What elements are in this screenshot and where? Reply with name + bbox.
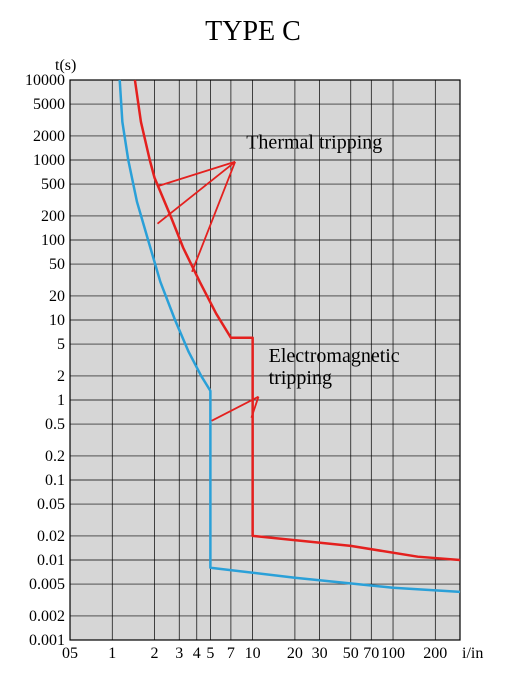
y-tick-label: 50 — [49, 256, 65, 273]
x-tick-label: 4 — [193, 645, 201, 662]
x-tick-label: 10 — [245, 645, 261, 662]
y-tick-label: 0.05 — [37, 496, 65, 513]
y-tick-label: 5000 — [33, 96, 65, 113]
x-tick-label: 30 — [312, 645, 328, 662]
annotation-electro-line2: tripping — [269, 367, 332, 389]
y-tick-label: 2000 — [33, 128, 65, 145]
y-tick-label: 5 — [57, 336, 65, 353]
y-tick-label: 0.01 — [37, 552, 65, 569]
x-tick-label: 100 — [381, 645, 405, 662]
chart-title: TYPE C — [205, 16, 301, 47]
x-tick-label: 50 — [343, 645, 359, 662]
x-tick-label: 2 — [151, 645, 159, 662]
y-axis-label: t(s) — [55, 57, 76, 74]
y-tick-label: 2 — [57, 368, 65, 385]
x-tick-label: 70 — [363, 645, 379, 662]
x-tick-label: 1 — [108, 645, 116, 662]
y-tick-label: 1000 — [33, 152, 65, 169]
y-tick-label: 1 — [57, 392, 65, 409]
x-tick-label: 5 — [206, 645, 214, 662]
y-tick-label: 10000 — [25, 72, 65, 89]
y-tick-label: 10 — [49, 312, 65, 329]
annotation-electro-line1: Electromagnetic — [269, 345, 400, 367]
y-tick-label: 0.005 — [29, 576, 65, 593]
x-tick-label: 7 — [227, 645, 235, 662]
y-tick-label: 0.001 — [29, 632, 65, 649]
x-tick-label: 3 — [175, 645, 183, 662]
x-tick-label: 20 — [287, 645, 303, 662]
y-tick-label: 20 — [49, 288, 65, 305]
y-tick-label: 0.1 — [45, 472, 65, 489]
y-tick-label: 0.002 — [29, 608, 65, 625]
annotation-thermal: Thermal tripping — [246, 131, 382, 153]
y-tick-label: 0.5 — [45, 416, 65, 433]
x-tick-label: 200 — [423, 645, 447, 662]
y-tick-label: 100 — [41, 232, 65, 249]
y-tick-label: 200 — [41, 208, 65, 225]
y-tick-label: 0.02 — [37, 528, 65, 545]
y-tick-label: 500 — [41, 176, 65, 193]
x-axis-label: i/in — [462, 645, 483, 662]
y-tick-label: 0.2 — [45, 448, 65, 465]
x-tick-label: 05 — [62, 645, 78, 662]
